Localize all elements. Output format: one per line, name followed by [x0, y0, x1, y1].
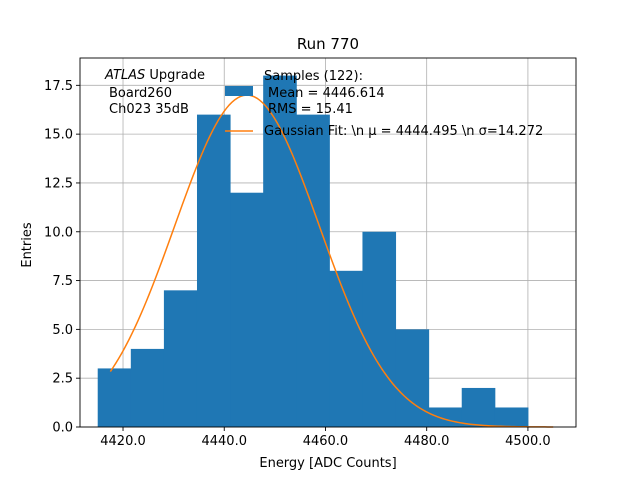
y-tick-label: 12.5 [44, 176, 73, 191]
y-tick-label: 5.0 [52, 323, 73, 338]
x-axis-label: Energy [ADC Counts] [259, 456, 396, 471]
plot-frame [79, 57, 577, 428]
upgrade-label: Upgrade [145, 68, 205, 83]
gaussian-fit-line [109, 94, 554, 428]
board-label: Board260 [109, 86, 172, 101]
x-tick-label: 4420.0 [100, 434, 146, 449]
histogram-bar [494, 407, 529, 427]
histogram-bar [196, 114, 231, 427]
x-tick-label: 4500.0 [505, 434, 551, 449]
histogram-bar [395, 329, 430, 427]
atlas-label: ATLAS [104, 68, 145, 83]
legend: Samples (122): Mean = 4446.614 RMS = 15.… [225, 69, 543, 139]
histogram-bar [230, 192, 264, 427]
y-tick-label: 10.0 [44, 225, 73, 240]
legend-samples-rms: RMS = 15.41 [268, 102, 353, 117]
histogram-bar [296, 114, 330, 427]
gaussian-fit [109, 94, 554, 428]
y-tick-label: 0.0 [52, 421, 73, 436]
legend-samples-mean: Mean = 4446.614 [268, 86, 385, 101]
histogram-bar [329, 270, 363, 427]
legend-samples-title: Samples (122): [264, 69, 363, 84]
x-tick-label: 4480.0 [404, 434, 450, 449]
x-tick-label: 4460.0 [303, 434, 349, 449]
legend-samples-swatch [225, 86, 253, 96]
histogram-bar [428, 407, 463, 427]
histogram-bar [163, 290, 198, 427]
svg-text:ATLAS Upgrade: ATLAS Upgrade [104, 68, 205, 83]
y-tick-label: 17.5 [44, 79, 73, 94]
legend-fit-label: Gaussian Fit: \n μ = 4444.495 \n σ=14.27… [264, 124, 543, 139]
histogram-bar [362, 231, 397, 427]
histogram-bars [97, 75, 529, 428]
y-tick-label: 7.5 [52, 274, 73, 289]
histogram-bar [263, 75, 297, 428]
y-tick-label: 2.5 [52, 372, 73, 387]
axes-frame [79, 57, 577, 428]
y-tick-label: 15.0 [44, 128, 73, 143]
histogram-bar [97, 368, 132, 427]
axis-ticks: 4420.0 4440.0 4460.0 4480.0 4500.0 0.0 2.5 5.0 7… [44, 79, 551, 449]
histogram-bar [130, 348, 165, 427]
channel-label: Ch023 35dB [109, 102, 189, 117]
atlas-annotation: ATLAS Upgrade Board260 Ch023 35dB [104, 68, 205, 117]
y-axis-label: Entries [20, 222, 35, 268]
x-tick-label: 4440.0 [201, 434, 247, 449]
chart-title: Run 770 [297, 35, 359, 53]
histogram-bar [461, 387, 496, 427]
